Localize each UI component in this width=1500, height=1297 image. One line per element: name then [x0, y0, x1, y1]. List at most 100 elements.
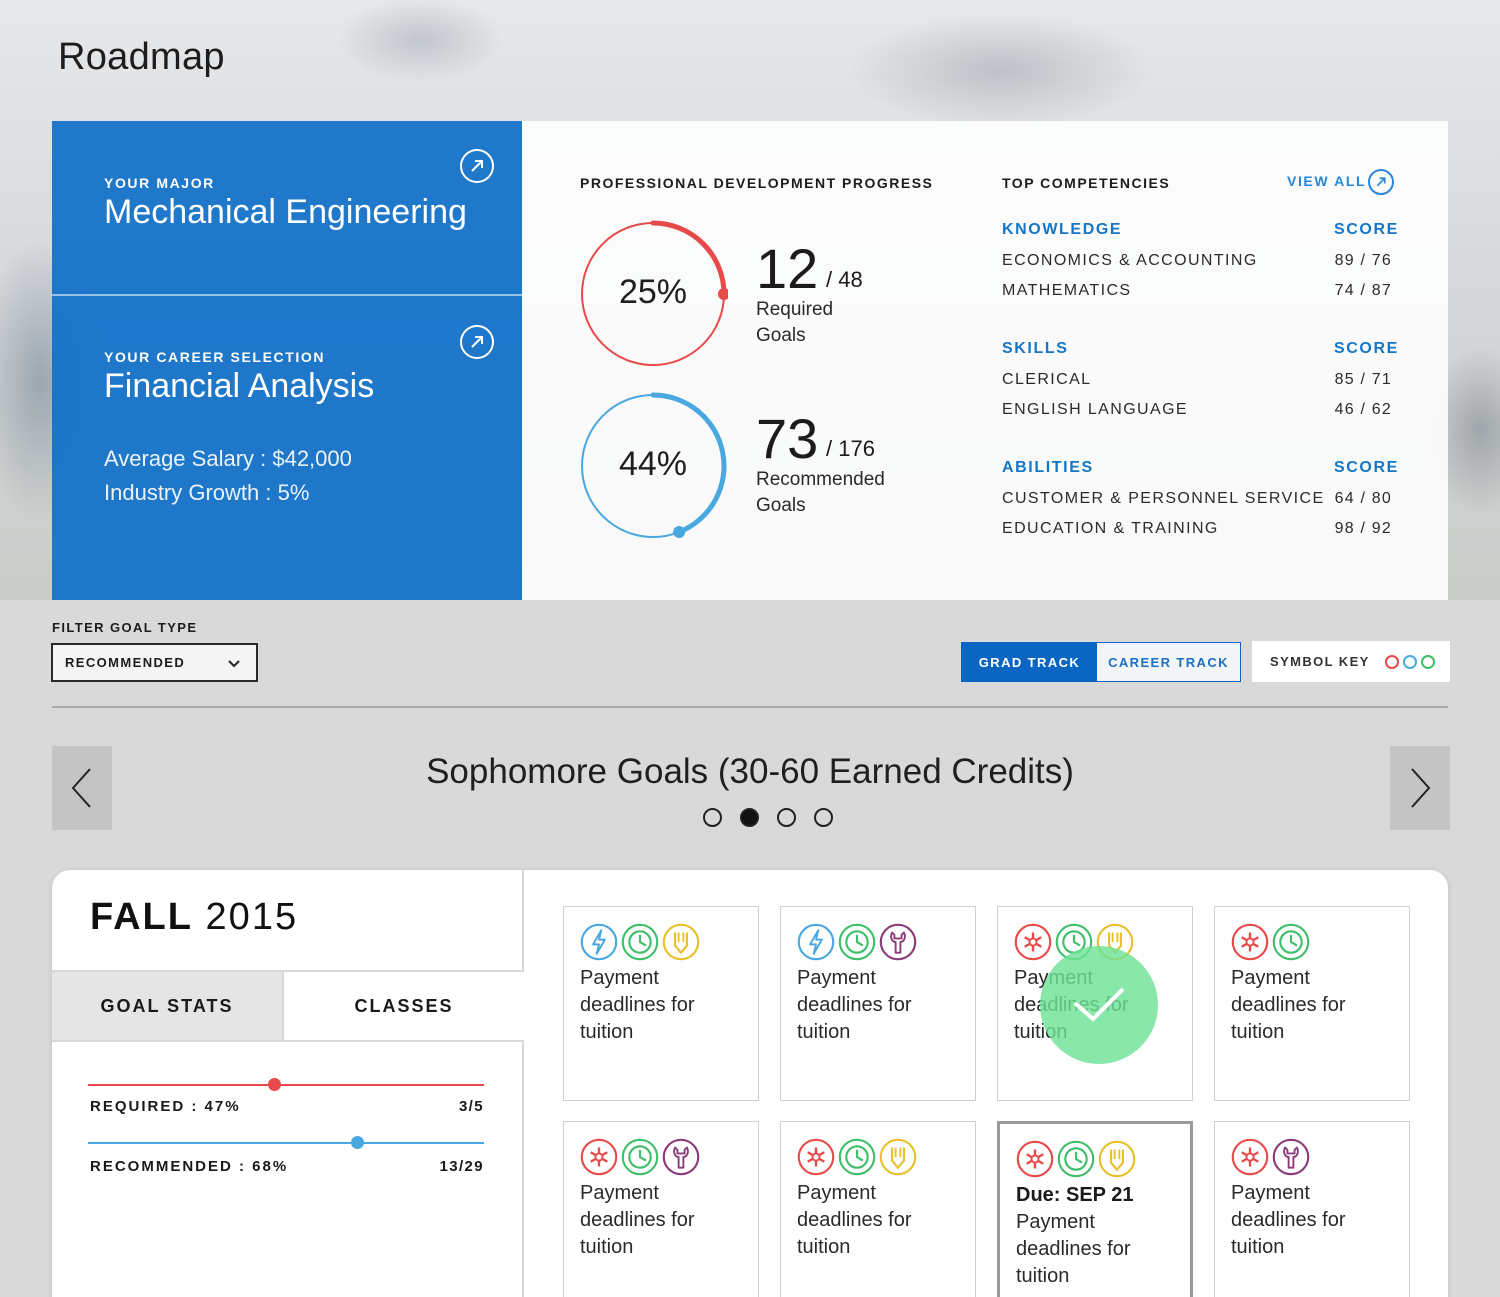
chevron-right-icon	[1411, 768, 1431, 808]
required-stat-bar	[88, 1084, 484, 1086]
asterisk-icon	[797, 1138, 835, 1181]
goal-card-icons	[580, 1138, 700, 1181]
abilities-score-heading: SCORE	[1334, 459, 1399, 476]
clock-icon	[838, 1138, 876, 1181]
goal-card[interactable]: Payment deadlines for tuition	[780, 906, 976, 1101]
chevron-down-icon	[228, 660, 240, 668]
required-stat-label: REQUIRED : 47%	[90, 1098, 241, 1115]
goal-card-icons	[797, 1138, 917, 1181]
pencil-icon	[1098, 1140, 1136, 1183]
career-overline: YOUR CAREER SELECTION	[104, 349, 326, 365]
abilities-heading: ABILITIES	[1002, 459, 1094, 476]
open-career-icon[interactable]	[460, 325, 494, 359]
recommended-stat-handle	[351, 1136, 365, 1149]
goal-type-select[interactable]: RECOMMENDED	[51, 643, 258, 682]
industry-growth: Industry Growth : 5%	[104, 480, 310, 505]
clock-icon	[838, 923, 876, 966]
filter-goal-type-label: FILTER GOAL TYPE	[52, 620, 198, 635]
recommended-progress-ring	[581, 392, 727, 539]
wrench-icon	[1272, 1138, 1310, 1181]
goal-card[interactable]: Payment deadlines for tuition	[563, 906, 759, 1101]
symbol-key-button[interactable]: SYMBOL KEY	[1252, 641, 1450, 682]
average-salary: Average Salary : $42,000	[104, 446, 352, 471]
goal-card-text: Due: SEP 21 Payment deadlines for tuition	[1016, 1182, 1186, 1290]
semester-tabs: GOAL STATS CLASSES	[52, 970, 524, 1042]
competency-row-label: CLERICAL	[1002, 371, 1092, 388]
career-name: Financial Analysis	[104, 367, 375, 405]
recommended-progress-knob	[673, 526, 686, 539]
goal-card[interactable]: Due: SEP 21 Payment deadlines for tuition	[997, 1121, 1193, 1297]
tab-classes[interactable]: CLASSES	[284, 972, 524, 1040]
recommended-stat-value: 13/29	[439, 1158, 484, 1175]
major-name: Mechanical Engineering	[104, 193, 467, 231]
goal-card[interactable]: Payment deadlines for tuition	[1214, 1121, 1410, 1297]
carousel-title: Sophomore Goals (30-60 Earned Credits)	[426, 752, 1074, 791]
competency-row-score: 89 / 76	[1334, 252, 1392, 269]
goal-card-text: Payment deadlines for tuition	[580, 1180, 750, 1261]
recommended-stat-bar	[88, 1142, 484, 1144]
competencies-title: TOP COMPETENCIES	[1002, 175, 1171, 191]
competency-row-score: 74 / 87	[1334, 282, 1392, 299]
competency-row-score: 98 / 92	[1334, 520, 1392, 537]
required-stat-value: 3/5	[458, 1098, 484, 1115]
competency-row-label: CUSTOMER & PERSONNEL SERVICE	[1002, 490, 1325, 507]
goal-description: Payment deadlines for tuition	[1231, 967, 1346, 1043]
major-career-panel: YOUR MAJOR Mechanical Engineering YOUR C…	[52, 121, 522, 600]
competency-row-score: 64 / 80	[1334, 490, 1392, 507]
progress-title: PROFESSIONAL DEVELOPMENT PROGRESS	[580, 175, 934, 191]
goal-description: Payment deadlines for tuition	[1231, 1182, 1346, 1258]
tab-goal-stats[interactable]: GOAL STATS	[52, 972, 284, 1040]
recommended-stat-label: RECOMMENDED : 68%	[90, 1158, 289, 1175]
clock-icon	[1057, 1140, 1095, 1183]
bolt-icon	[797, 923, 835, 966]
competency-row-label: MATHEMATICS	[1002, 282, 1132, 299]
goal-card-text: Payment deadlines for tuition	[580, 965, 750, 1046]
wrench-icon	[879, 923, 917, 966]
view-all-link[interactable]: VIEW ALL	[1287, 173, 1367, 189]
goal-description: Payment deadlines for tuition	[580, 967, 695, 1043]
chevron-left-icon	[71, 768, 91, 808]
competency-row-label: ECONOMICS & ACCOUNTING	[1002, 252, 1258, 269]
carousel-pagination	[703, 808, 833, 827]
goal-due-date: Due: SEP 21	[1016, 1184, 1134, 1206]
grad-track-button[interactable]: GRAD TRACK	[962, 643, 1097, 681]
recommended-count: 73	[756, 407, 819, 470]
wrench-icon	[662, 1138, 700, 1181]
goal-card-text: Payment deadlines for tuition	[797, 965, 967, 1046]
carousel-dot[interactable]	[814, 808, 833, 827]
view-all-icon[interactable]	[1368, 169, 1394, 195]
symbol-key-label: SYMBOL KEY	[1270, 654, 1370, 669]
carousel-dot[interactable]	[740, 808, 759, 827]
goal-card[interactable]: Payment deadlines for tuition	[1214, 906, 1410, 1101]
pencil-icon	[662, 923, 700, 966]
required-percent: 25%	[618, 273, 688, 311]
career-track-button[interactable]: CAREER TRACK	[1097, 643, 1240, 681]
recommended-label-2: Goals	[756, 495, 806, 516]
previous-button[interactable]	[52, 746, 112, 830]
competency-row-label: ENGLISH LANGUAGE	[1002, 401, 1189, 418]
page-title: Roadmap	[58, 36, 225, 78]
skills-score-heading: SCORE	[1334, 340, 1399, 357]
asterisk-icon	[1016, 1140, 1054, 1183]
knowledge-heading: KNOWLEDGE	[1002, 221, 1123, 238]
carousel-dot[interactable]	[703, 808, 722, 827]
goal-card[interactable]: Payment deadlines for tuition	[780, 1121, 976, 1297]
next-button[interactable]	[1390, 746, 1450, 830]
bolt-icon	[580, 923, 618, 966]
carousel-dot[interactable]	[777, 808, 796, 827]
checkmark-icon	[1073, 987, 1125, 1022]
required-label-2: Goals	[756, 325, 806, 346]
goal-card-icons	[797, 923, 917, 966]
semester-title: FALL 2015	[90, 896, 298, 939]
goal-card-icons	[1231, 923, 1310, 966]
skills-heading: SKILLS	[1002, 340, 1069, 357]
symbol-key-circles-icon	[1384, 654, 1435, 669]
goal-card[interactable]: Payment deadlines for tuition	[563, 1121, 759, 1297]
open-major-icon[interactable]	[460, 149, 494, 183]
asterisk-icon	[580, 1138, 618, 1181]
required-total: / 48	[826, 267, 863, 292]
goal-card-icons	[1231, 1138, 1310, 1181]
clock-icon	[621, 1138, 659, 1181]
major-block: YOUR MAJOR Mechanical Engineering	[52, 121, 522, 296]
competency-row-score: 46 / 62	[1334, 401, 1392, 418]
